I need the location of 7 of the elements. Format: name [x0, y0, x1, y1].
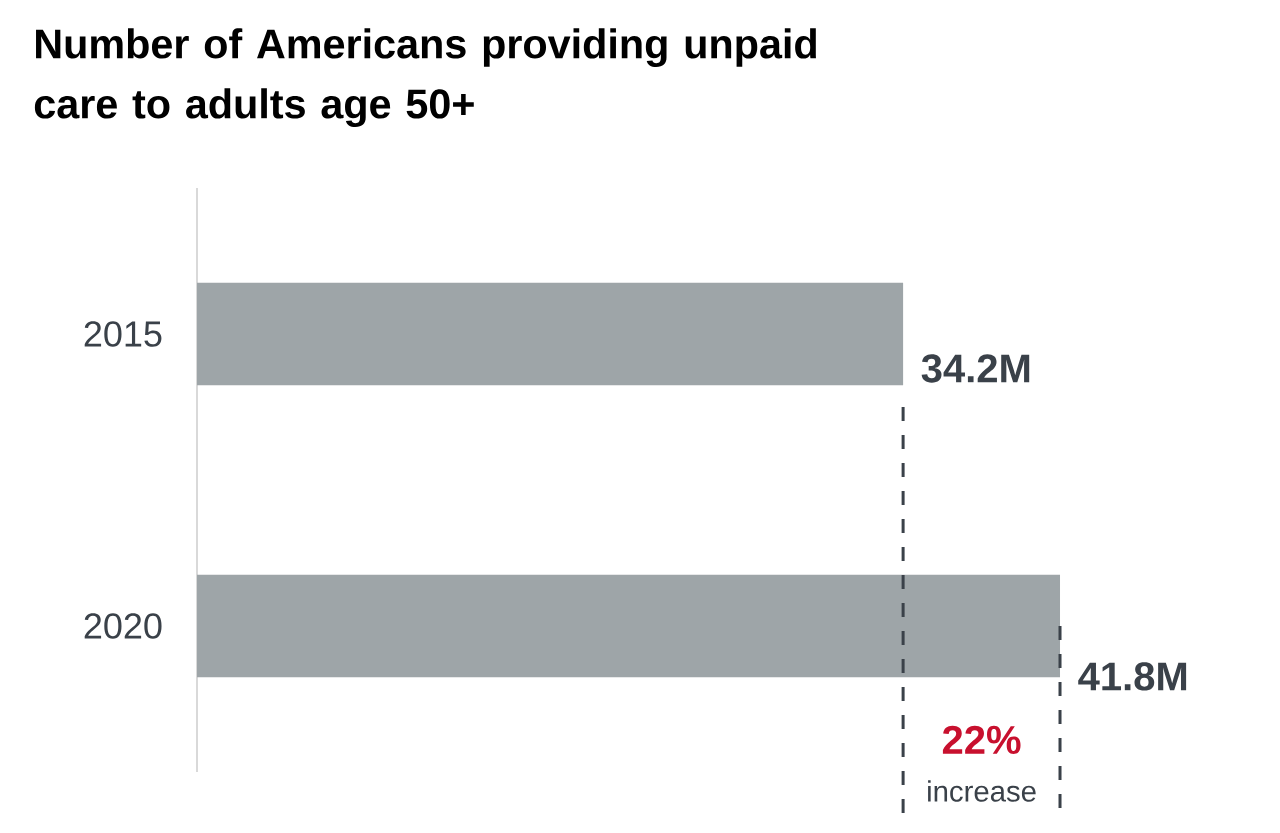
data-label: 34.2M	[921, 354, 1030, 383]
y-tick-label: 2020	[84, 613, 162, 639]
data-label: 41.8M	[1078, 662, 1187, 691]
annotation: increase	[928, 780, 1036, 802]
chart-title: Number of Americans providing unpaid care to adults age 50+	[34, 28, 816, 127]
annotation: 22%	[942, 725, 1021, 755]
y-tick-label: 2015	[84, 321, 162, 347]
